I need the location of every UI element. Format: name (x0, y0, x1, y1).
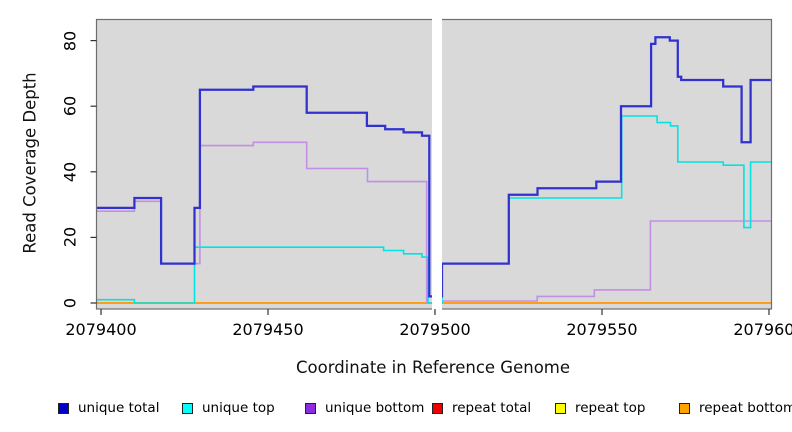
legend-swatch-icon (432, 402, 443, 414)
legend-swatch-icon (679, 402, 690, 414)
y-tick-label: 20 (60, 227, 80, 248)
x-tick-label: 2079550 (566, 320, 638, 339)
legend-item-unique-total: unique total (58, 399, 159, 417)
legend-swatch-icon (555, 402, 566, 414)
y-tick-label: 0 (60, 297, 80, 309)
legend-label: unique bottom (325, 400, 425, 416)
legend-label: repeat bottom (699, 400, 792, 416)
legend-swatch-icon (58, 402, 69, 414)
legend-item-repeat-bottom: repeat bottom (679, 399, 792, 417)
y-tick-label: 80 (60, 30, 80, 51)
legend-label: repeat total (452, 400, 532, 416)
legend-swatch-icon (305, 402, 316, 414)
legend-item-unique-bottom: unique bottom (305, 399, 424, 417)
legend-label: repeat top (575, 400, 646, 416)
series-line-unique-total (96, 36, 772, 298)
legend-swatch-icon (182, 402, 193, 414)
masked-region (431, 16, 443, 312)
legend-item-repeat-total: repeat total (432, 399, 531, 417)
legend-label: unique top (202, 400, 275, 416)
x-tick-label: 2079500 (399, 320, 471, 339)
x-tick-label: 2079450 (232, 320, 304, 339)
legend: unique total unique top unique bottom repea… (0, 399, 792, 423)
y-axis-title: Read Coverage Depth (20, 72, 40, 254)
y-tick-label: 40 (60, 161, 80, 182)
x-tick-label: 2079400 (65, 320, 137, 339)
y-tick-label: 60 (60, 96, 80, 117)
legend-item-unique-top: unique top (182, 399, 275, 417)
x-axis-title: Coordinate in Reference Genome (295, 358, 571, 377)
legend-item-repeat-top: repeat top (555, 399, 645, 417)
legend-label: unique total (78, 400, 160, 416)
